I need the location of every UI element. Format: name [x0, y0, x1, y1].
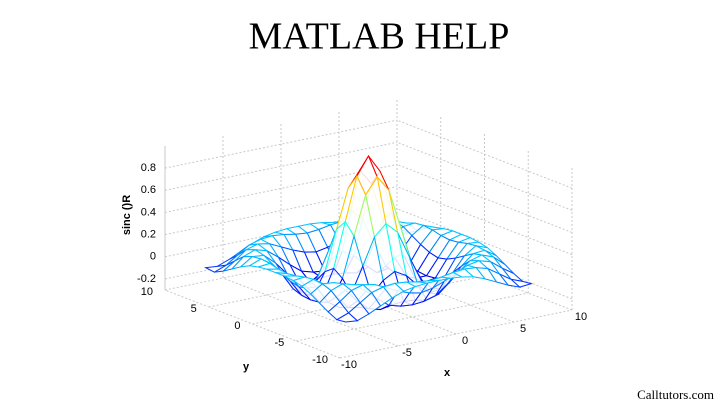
z-grid-line: [164, 141, 398, 191]
z-grid-line: [164, 119, 398, 169]
watermark: Calltutors.com: [637, 387, 714, 402]
z-tick-label: -0.2: [137, 273, 156, 285]
mesh-surface: [203, 154, 534, 323]
mesh-cell: [335, 312, 359, 323]
y-grid-line: [339, 309, 573, 359]
z-tick-label: 0.6: [141, 184, 156, 196]
x-tick-label: 0: [462, 335, 468, 347]
y-tick-label: 10: [141, 286, 153, 298]
z-axis-label: sinc ()R: [121, 195, 133, 235]
y-tick-label: 0: [234, 320, 240, 332]
x-tick-label: 5: [520, 323, 526, 335]
page-title: MATLAB HELP: [249, 16, 510, 58]
y-axis-label: y: [243, 361, 250, 373]
z-tick-label: 0: [150, 251, 156, 263]
x-axis-label: x: [444, 367, 451, 379]
z-tick-label: 0.2: [141, 229, 156, 241]
y-tick-label: -10: [312, 354, 328, 366]
x-grid-line: [222, 277, 399, 347]
x-tick-label: -10: [341, 359, 357, 371]
y-tick-label: -5: [274, 337, 284, 349]
y-tick-label: 5: [191, 303, 197, 315]
y-grid-line: [296, 292, 529, 342]
x-tick-label: 10: [575, 311, 587, 323]
z-tick-label: 0.4: [141, 206, 156, 218]
z-tick-label: 0.8: [141, 162, 156, 174]
z-grid-line: [396, 186, 573, 256]
x-tick-label: -5: [402, 347, 412, 359]
z-grid-line: [396, 141, 573, 211]
